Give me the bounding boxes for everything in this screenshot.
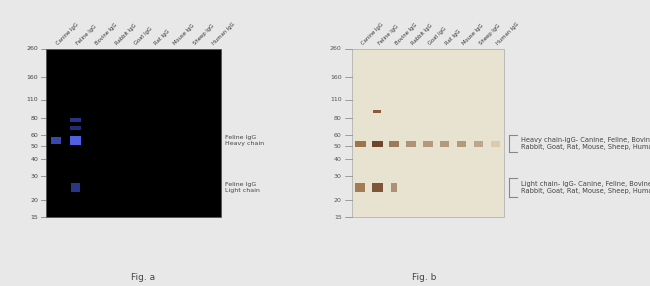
Text: Feline IgG: Feline IgG: [377, 24, 399, 46]
Text: Sheep IgG: Sheep IgG: [478, 24, 501, 46]
FancyBboxPatch shape: [355, 141, 366, 147]
FancyBboxPatch shape: [70, 126, 81, 130]
Text: Human IgG: Human IgG: [212, 22, 236, 46]
FancyBboxPatch shape: [491, 141, 500, 147]
Text: Fig. b: Fig. b: [412, 273, 437, 282]
Text: Goat IgG: Goat IgG: [134, 27, 153, 46]
Text: 80: 80: [334, 116, 342, 121]
Text: 60: 60: [334, 133, 342, 138]
Text: 15: 15: [31, 215, 38, 220]
Text: 30: 30: [31, 174, 38, 179]
FancyBboxPatch shape: [373, 110, 382, 113]
FancyBboxPatch shape: [372, 182, 383, 192]
Text: 40: 40: [31, 157, 38, 162]
FancyBboxPatch shape: [70, 118, 81, 122]
FancyBboxPatch shape: [391, 182, 397, 192]
Text: 260: 260: [330, 46, 342, 51]
Text: Light chain- IgG- Canine, Feline, Bovine,
Rabbit, Goat, Rat, Mouse, Sheep, Human: Light chain- IgG- Canine, Feline, Bovine…: [521, 181, 650, 194]
Text: 15: 15: [334, 215, 342, 220]
Text: Rabbit IgG: Rabbit IgG: [411, 23, 434, 46]
FancyBboxPatch shape: [372, 141, 383, 147]
Text: 30: 30: [334, 174, 342, 179]
FancyBboxPatch shape: [70, 182, 80, 192]
FancyBboxPatch shape: [406, 141, 415, 147]
Text: Rat IgG: Rat IgG: [445, 29, 462, 46]
FancyBboxPatch shape: [440, 141, 450, 147]
Text: 50: 50: [334, 144, 342, 149]
Text: Rat IgG: Rat IgG: [153, 29, 170, 46]
Text: Sheep IgG: Sheep IgG: [192, 24, 215, 46]
Text: Heavy chain-IgG- Canine, Feline, Bovine,
Rabbit, Goat, Rat, Mouse, Sheep, Human: Heavy chain-IgG- Canine, Feline, Bovine,…: [521, 137, 650, 150]
FancyBboxPatch shape: [457, 141, 467, 147]
Text: Mouse IgG: Mouse IgG: [462, 23, 485, 46]
Text: Feline IgG
Light chain: Feline IgG Light chain: [224, 182, 259, 192]
Text: 80: 80: [31, 116, 38, 121]
Text: 40: 40: [334, 157, 342, 162]
Text: 20: 20: [31, 198, 38, 203]
Text: 110: 110: [27, 97, 38, 102]
Text: 20: 20: [334, 198, 342, 203]
FancyBboxPatch shape: [51, 137, 61, 144]
Text: Human IgG: Human IgG: [496, 22, 520, 46]
Text: 110: 110: [330, 97, 342, 102]
FancyBboxPatch shape: [423, 141, 432, 147]
Text: Feline IgG
Heavy chain: Feline IgG Heavy chain: [224, 135, 264, 146]
Text: 260: 260: [27, 46, 38, 51]
Text: Bovine IgG: Bovine IgG: [394, 23, 418, 46]
Text: 60: 60: [31, 133, 38, 138]
Text: Rabbit IgG: Rabbit IgG: [114, 23, 137, 46]
Text: 160: 160: [27, 75, 38, 80]
Text: Feline IgG: Feline IgG: [75, 24, 98, 46]
FancyBboxPatch shape: [46, 49, 222, 217]
Text: Mouse IgG: Mouse IgG: [173, 23, 196, 46]
Text: Goat IgG: Goat IgG: [428, 27, 448, 46]
FancyBboxPatch shape: [389, 141, 398, 147]
Text: Canine IgG: Canine IgG: [360, 22, 384, 46]
FancyBboxPatch shape: [474, 141, 484, 147]
Text: 50: 50: [31, 144, 38, 149]
FancyBboxPatch shape: [355, 182, 365, 192]
Text: Fig. a: Fig. a: [131, 273, 155, 282]
Text: 160: 160: [330, 75, 342, 80]
FancyBboxPatch shape: [70, 136, 81, 145]
FancyBboxPatch shape: [352, 49, 504, 217]
Text: Canine IgG: Canine IgG: [56, 22, 80, 46]
Text: Bovine IgG: Bovine IgG: [95, 23, 118, 46]
